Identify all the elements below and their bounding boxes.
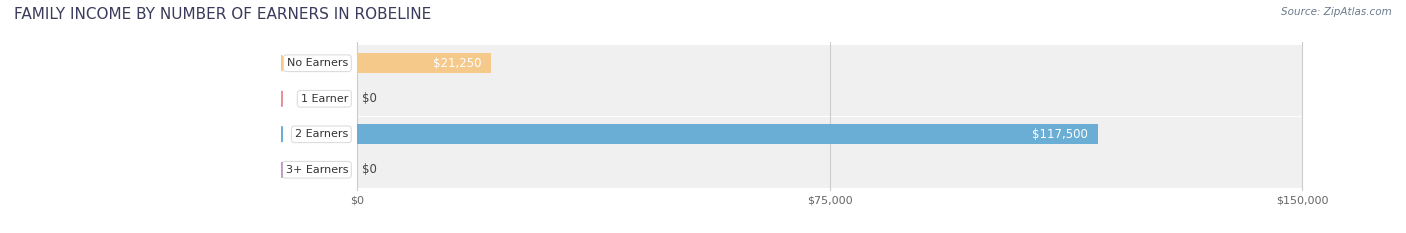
Bar xyxy=(357,152,1302,188)
Bar xyxy=(357,45,1302,81)
Bar xyxy=(357,54,491,73)
Text: 3+ Earners: 3+ Earners xyxy=(285,165,349,175)
Text: $117,500: $117,500 xyxy=(1032,128,1088,141)
Text: $21,250: $21,250 xyxy=(433,57,482,70)
Text: $0: $0 xyxy=(363,92,377,105)
Text: No Earners: No Earners xyxy=(287,58,349,68)
Text: $0: $0 xyxy=(363,163,377,176)
Bar xyxy=(357,124,1098,144)
Text: FAMILY INCOME BY NUMBER OF EARNERS IN ROBELINE: FAMILY INCOME BY NUMBER OF EARNERS IN RO… xyxy=(14,7,432,22)
Bar xyxy=(357,81,1302,116)
Text: 2 Earners: 2 Earners xyxy=(295,129,349,139)
Bar xyxy=(357,116,1302,152)
Text: Source: ZipAtlas.com: Source: ZipAtlas.com xyxy=(1281,7,1392,17)
Text: 1 Earner: 1 Earner xyxy=(301,94,349,104)
